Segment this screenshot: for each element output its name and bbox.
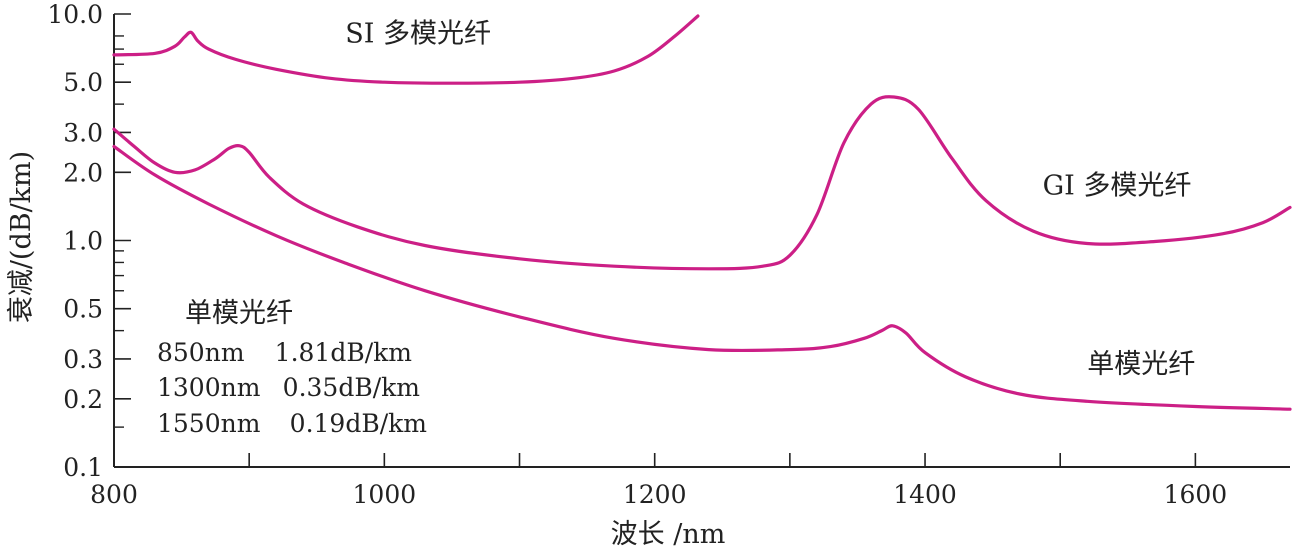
spec-row-wavelength: 1300nm [157, 373, 261, 402]
x-tick-label: 1000 [353, 480, 417, 509]
x-tick-label: 800 [90, 480, 138, 509]
spec-row-loss: 0.19dB/km [290, 409, 428, 438]
x-axis-title: 波长 /nm [611, 519, 726, 550]
curves [112, 14, 1292, 411]
curve-label-single-mode: 单模光纤 [1087, 349, 1195, 380]
x-tick-label: 1600 [1164, 480, 1228, 509]
series-line-gi-multimode [112, 95, 1292, 271]
spec-row-loss: 0.35dB/km [283, 373, 421, 402]
spec-block-title: 单模光纤 [185, 298, 293, 329]
y-tick-label: 5.0 [63, 68, 103, 97]
y-tick-label: 0.1 [63, 453, 103, 482]
y-tick-label: 1.0 [63, 227, 103, 256]
y-tick-label: 10.0 [47, 0, 103, 29]
single-mode-spec-block: 单模光纤 850nm 1.81dB/km 1300nm 0.35dB/km 15… [157, 298, 427, 438]
series-line-single-mode [112, 144, 1292, 411]
y-tick-label: 3.0 [63, 118, 103, 147]
curve-label-gi-multimode: GI 多模光纤 [1043, 170, 1192, 201]
curve-label-si-multimode: SI 多模光纤 [345, 18, 491, 49]
axes: 800 1000 1200 1400 1600 10.0 5.0 3.0 2.0 1.0 0.5 0.… [47, 0, 1290, 509]
spec-row-wavelength: 1550nm [157, 409, 261, 438]
y-tick-label: 0.2 [63, 385, 103, 414]
spec-row-loss: 1.81dB/km [275, 338, 413, 367]
x-tick-label: 1400 [893, 480, 957, 509]
y-tick-label: 2.0 [63, 158, 103, 187]
spec-row-wavelength: 850nm [157, 338, 245, 367]
y-axis-title: 衰减/(dB/km) [6, 151, 37, 323]
x-tick-label: 1200 [623, 480, 687, 509]
y-tick-label: 0.5 [63, 295, 103, 324]
y-tick-label: 0.3 [63, 345, 103, 374]
series-line-si-multimode [112, 14, 700, 85]
